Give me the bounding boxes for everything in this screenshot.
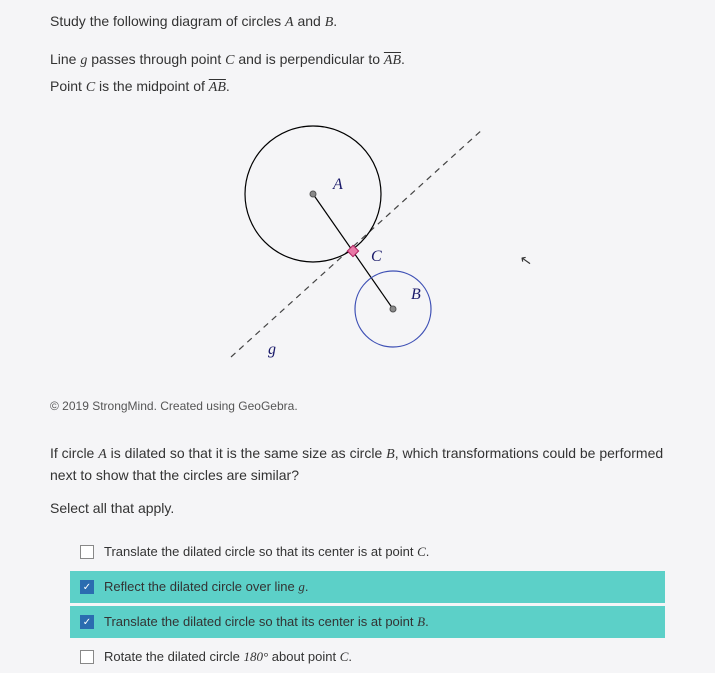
checkbox[interactable]: ✓	[80, 615, 94, 629]
checkbox[interactable]: ✓	[80, 580, 94, 594]
svg-text:C: C	[371, 248, 382, 265]
intro-2b: passes through point	[87, 51, 225, 67]
intro-C2: C	[86, 80, 95, 95]
intro-3a: Point	[50, 78, 86, 94]
checkbox[interactable]	[80, 545, 94, 559]
svg-text:A: A	[332, 176, 343, 193]
option-row[interactable]: Rotate the dilated circle 180° about poi…	[70, 641, 665, 673]
intro-B: B	[325, 15, 334, 30]
checkbox[interactable]	[80, 650, 94, 664]
intro-2a: Line	[50, 51, 80, 67]
intro-A: A	[285, 15, 294, 30]
option-label: Translate the dilated circle so that its…	[104, 544, 429, 560]
option-row[interactable]: Translate the dilated circle so that its…	[70, 536, 665, 568]
svg-text:B: B	[411, 286, 421, 303]
option-row[interactable]: ✓ Reflect the dilated circle over line g.	[70, 571, 665, 603]
instruction-text: Select all that apply.	[50, 500, 665, 516]
option-label: Rotate the dilated circle 180° about poi…	[104, 649, 352, 665]
intro-text: Study the following diagram of circles A…	[50, 10, 665, 99]
intro-AB: AB	[384, 53, 401, 68]
question-text: If circle A is dilated so that it is the…	[50, 443, 665, 486]
intro-2c: and is perpendicular to	[234, 51, 383, 67]
option-label: Reflect the dilated circle over line g.	[104, 579, 309, 595]
diagram-container: A B Cg	[50, 119, 665, 389]
intro-period: .	[333, 13, 337, 29]
intro-and: and	[294, 13, 325, 29]
copyright-text: © 2019 StrongMind. Created using GeoGebr…	[50, 399, 665, 413]
circles-diagram: A B Cg	[193, 119, 523, 389]
intro-3b: is the midpoint of	[95, 78, 209, 94]
intro-1a: Study the following diagram of circles	[50, 13, 285, 29]
option-label: Translate the dilated circle so that its…	[104, 614, 429, 630]
options-list: Translate the dilated circle so that its…	[50, 536, 665, 673]
intro-AB2: AB	[209, 80, 226, 95]
option-row[interactable]: ✓ Translate the dilated circle so that it…	[70, 606, 665, 638]
svg-text:g: g	[268, 341, 276, 358]
